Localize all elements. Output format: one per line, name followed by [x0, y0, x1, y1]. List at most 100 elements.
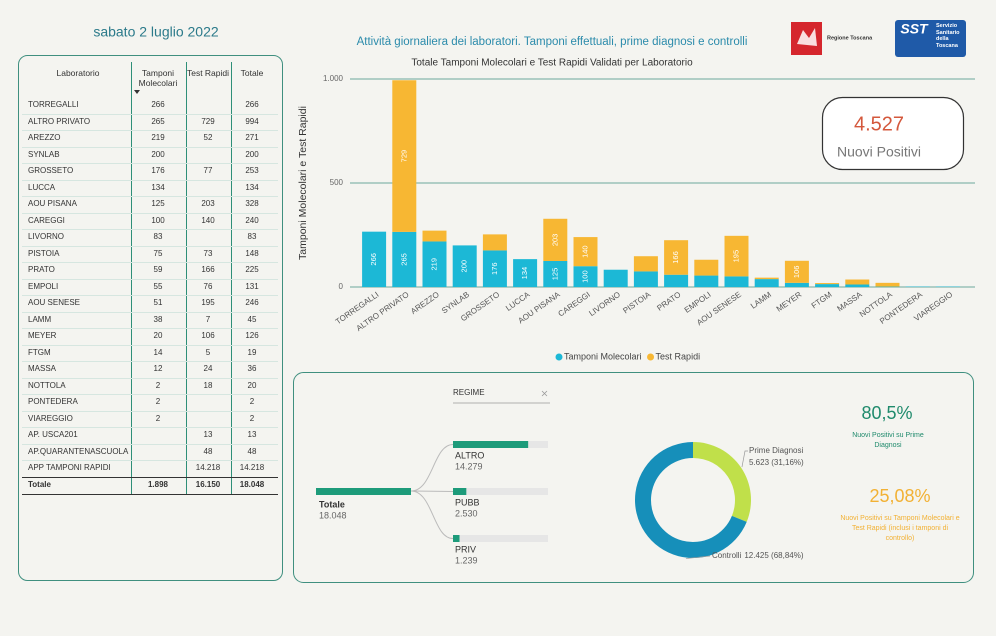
bar-segment [603, 269, 628, 287]
row-divider [22, 229, 278, 230]
tree-node-value: 2.530 [455, 508, 478, 518]
row-divider [22, 245, 278, 247]
tree-bar [453, 441, 529, 448]
logo-label: Regione Toscana [827, 35, 873, 41]
row-divider [22, 443, 278, 445]
bar-segment [724, 276, 749, 287]
cell-value: 7 [205, 314, 211, 324]
row-label: ALTRO PRIVATO [28, 116, 91, 126]
column-header: Totale [240, 68, 264, 78]
tree-node-name: ALTRO [455, 450, 484, 460]
legend-label: Test Rapidi [656, 351, 701, 361]
cell-value: 219 [151, 133, 165, 142]
x-tick-label: MEYER [775, 290, 804, 314]
row-label: AOU PISANA [28, 199, 77, 208]
cell-value: 2 [155, 380, 161, 390]
cell-value: 59 [153, 265, 163, 274]
bar-segment [543, 218, 568, 261]
donut-slice [693, 442, 751, 522]
row-divider [22, 130, 278, 131]
column-header: Tamponi Molecolari [138, 68, 178, 88]
x-tick-label: LIVORNO [587, 290, 622, 318]
row-divider [22, 361, 278, 362]
cell-value: 253 [245, 166, 259, 175]
row-divider [22, 179, 278, 181]
cell-value: 106 [201, 331, 215, 340]
data-label: 100 [580, 270, 589, 283]
cell-value: 134 [245, 182, 259, 192]
cell-value: 195 [201, 298, 215, 307]
tree-node-value: 1.239 [455, 555, 478, 565]
cell-value: 77 [203, 166, 213, 175]
logo-sst-text: SST [900, 21, 929, 37]
row-label: MEYER [28, 331, 57, 340]
row-divider [22, 262, 278, 263]
total-value: 16.150 [195, 479, 221, 489]
cell-value: 100 [151, 215, 165, 225]
close-icon [541, 390, 548, 397]
row-divider [22, 113, 278, 115]
sort-indicator [134, 90, 140, 94]
bar-segment [815, 284, 840, 287]
row-label: CAREGGI [28, 215, 65, 225]
bar-segment [694, 275, 719, 287]
tree-connector [410, 490, 454, 539]
kpi-label: Nuovi Positivi su Prime Diagnosi [852, 432, 924, 449]
tree-root-bar [316, 488, 411, 495]
leader-line [685, 555, 711, 559]
cell-value: 271 [245, 133, 259, 142]
cell-value: 45 [247, 314, 257, 324]
table-panel [18, 55, 283, 581]
cell-value: 20 [247, 380, 257, 390]
data-label: 134 [520, 267, 529, 280]
row-label: AOU SENESE [28, 298, 81, 307]
row-label: AREZZO [28, 133, 61, 142]
bar-segment [845, 284, 870, 287]
cell-value: 18 [203, 380, 213, 390]
column-header: Laboratorio [56, 68, 100, 78]
kpi-label: Nuovi Positivi su Tamponi Molecolari e T… [840, 515, 960, 542]
cell-value: 2 [155, 397, 161, 406]
bar-segment [392, 231, 417, 287]
kpi-value: 25,08% [869, 486, 930, 506]
row-label: AP.QUARANTENASCUOLA [28, 446, 129, 456]
row-label: PRATO [28, 265, 55, 274]
cell-value: 125 [151, 199, 165, 208]
bar-segment [875, 282, 900, 287]
cell-value: 126 [245, 331, 259, 340]
x-tick-label: LAMM [749, 290, 773, 311]
logo-sst [895, 20, 966, 57]
cell-value: 52 [203, 133, 213, 142]
bar-segment [513, 259, 538, 287]
data-label: 200 [460, 260, 469, 273]
cell-value: 24 [203, 364, 213, 373]
cell-value: 140 [201, 215, 215, 225]
cell-value: 20 [153, 331, 163, 340]
row-divider [22, 410, 278, 412]
total-label: Totale [28, 479, 51, 489]
row-label: APP TAMPONI RAPIDI [28, 463, 111, 472]
bar-segment [694, 259, 719, 276]
bar-segment [633, 271, 658, 287]
page-title: Attività giornaliera dei laboratori. Tam… [357, 36, 748, 48]
cell-value: 328 [245, 199, 259, 208]
cell-value: 76 [203, 281, 213, 291]
cell-value: 266 [151, 100, 165, 109]
cell-value: 83 [153, 232, 163, 241]
cell-value: 2 [249, 413, 255, 423]
cell-value: 203 [201, 199, 215, 208]
row-divider [22, 328, 278, 329]
total-divider [22, 493, 278, 495]
row-divider [22, 377, 278, 379]
x-tick-label: CAREGGI [556, 290, 591, 319]
donut-label: Prime Diagnosi [749, 446, 803, 455]
data-label: 203 [550, 234, 559, 247]
row-label: VIAREGGIO [28, 413, 73, 423]
cell-value: 240 [245, 215, 259, 225]
row-divider [22, 278, 278, 280]
data-label: 106 [792, 266, 801, 279]
kpi-value: 4.527 [854, 113, 904, 135]
cell-value: 131 [245, 281, 259, 291]
cell-value: 225 [245, 265, 259, 274]
cell-value: 14.218 [195, 463, 221, 472]
